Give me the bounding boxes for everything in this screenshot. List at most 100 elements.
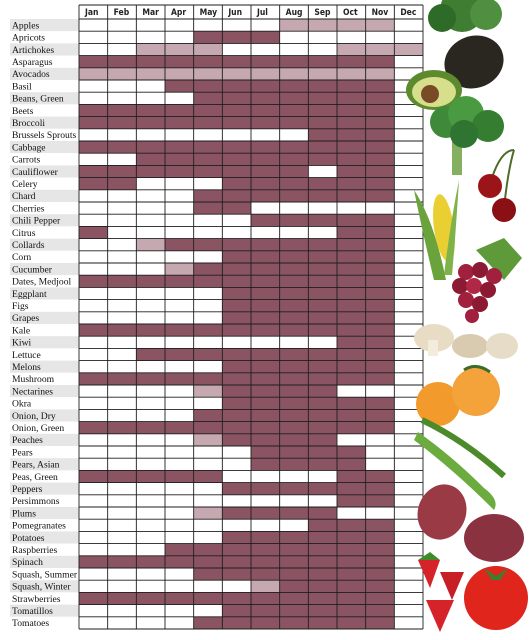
season-cell — [365, 446, 395, 459]
produce-label: Citrus — [12, 228, 36, 239]
season-cell — [394, 275, 423, 288]
season-cell — [193, 409, 223, 422]
season-cell — [193, 531, 223, 544]
season-cell — [79, 616, 108, 629]
season-cell — [193, 446, 223, 459]
season-cell — [279, 153, 309, 166]
season-cell — [79, 336, 108, 349]
season-cell — [79, 604, 108, 617]
season-cell — [365, 592, 395, 605]
season-cell — [136, 202, 165, 215]
season-cell — [79, 482, 108, 495]
produce-label: Celery — [12, 179, 38, 190]
season-cell — [279, 397, 309, 410]
season-cell — [193, 226, 223, 239]
season-cell — [79, 348, 108, 361]
season-cell — [222, 43, 251, 56]
season-cell — [365, 531, 395, 544]
season-cell — [394, 80, 423, 93]
row-label-band — [10, 116, 79, 129]
season-cell — [365, 287, 395, 300]
season-cell — [251, 507, 280, 520]
season-cell — [279, 226, 309, 239]
season-cell — [337, 214, 366, 227]
month-label-feb: Feb — [114, 8, 130, 18]
produce-label: Chili Pepper — [12, 216, 61, 227]
month-label-nov: Nov — [372, 8, 389, 18]
season-cell — [165, 372, 194, 385]
season-cell — [337, 275, 366, 288]
season-cell — [136, 470, 165, 483]
row-label-band — [10, 531, 79, 544]
season-cell — [279, 92, 309, 105]
season-cell — [394, 458, 423, 471]
season-cell — [222, 202, 251, 215]
season-cell — [165, 348, 194, 361]
season-cell — [251, 397, 280, 410]
row-label-band — [10, 409, 79, 422]
season-cell — [279, 519, 309, 532]
produce-label: Spinach — [12, 557, 43, 568]
season-cell — [279, 128, 309, 141]
season-cell — [136, 555, 165, 568]
season-cell — [79, 397, 108, 410]
season-cell — [136, 116, 165, 129]
season-cell — [279, 43, 309, 56]
month-label-sep: Sep — [314, 8, 331, 18]
season-cell — [222, 470, 251, 483]
produce-label: Peas, Green — [12, 472, 58, 483]
produce-label: Chard — [12, 191, 36, 202]
season-cell — [136, 543, 165, 556]
season-cell — [79, 385, 108, 398]
season-cell — [136, 311, 165, 324]
season-cell — [165, 287, 194, 300]
produce-label: Raspberries — [12, 545, 58, 556]
produce-label: Squash, Summer — [12, 569, 78, 580]
produce-label: Cucumber — [12, 264, 53, 275]
season-cell — [279, 604, 309, 617]
produce-label: Carrots — [12, 155, 41, 166]
season-cell — [365, 543, 395, 556]
season-cell — [279, 324, 309, 337]
produce-label: Mushroom — [12, 374, 55, 385]
season-cell — [365, 433, 395, 446]
produce-label: Melons — [12, 362, 41, 373]
season-cell — [394, 31, 423, 44]
season-cell — [337, 43, 366, 56]
season-cell — [308, 177, 337, 190]
season-cell — [308, 263, 337, 276]
season-cell — [337, 324, 366, 337]
season-cell — [136, 324, 165, 337]
season-cell — [222, 299, 251, 312]
produce-label: Nectarines — [12, 386, 53, 397]
season-cell — [136, 568, 165, 581]
season-cell — [365, 458, 395, 471]
row-label-band — [10, 543, 79, 556]
season-cell — [365, 226, 395, 239]
season-cell — [308, 433, 337, 446]
season-cell — [365, 299, 395, 312]
season-cell — [79, 299, 108, 312]
season-cell — [394, 104, 423, 117]
season-cell — [165, 116, 194, 129]
season-cell — [136, 458, 165, 471]
season-cell — [136, 250, 165, 263]
season-cell — [193, 616, 223, 629]
season-cell — [308, 482, 337, 495]
season-cell — [79, 104, 108, 117]
season-cell — [394, 421, 423, 434]
season-cell — [279, 616, 309, 629]
season-cell — [79, 543, 108, 556]
season-cell — [193, 202, 223, 215]
season-cell — [394, 507, 423, 520]
season-cell — [365, 250, 395, 263]
season-cell — [394, 397, 423, 410]
season-cell — [107, 348, 137, 361]
row-label-band — [10, 67, 79, 80]
season-cell — [222, 238, 251, 251]
season-cell — [165, 519, 194, 532]
season-cell — [251, 31, 280, 44]
season-cell — [193, 80, 223, 93]
season-cell — [165, 189, 194, 202]
row-label-band — [10, 324, 79, 337]
